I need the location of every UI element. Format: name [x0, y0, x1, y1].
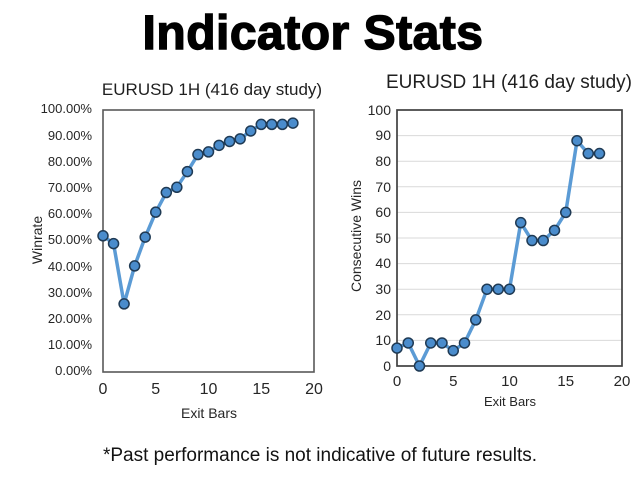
data-point-marker: [97, 230, 109, 242]
data-point-marker: [223, 135, 236, 148]
data-point-marker: [470, 314, 482, 326]
chart-title: EURUSD 1H (416 day study): [101, 80, 323, 99]
data-point-marker: [526, 234, 538, 247]
y-tick-label: 70: [375, 178, 391, 195]
y-tick-label: 20.00%: [47, 311, 92, 327]
x-tick-label: 5: [151, 381, 161, 398]
plot-border: [396, 109, 623, 367]
y-tick-label: 0.00%: [55, 363, 92, 379]
y-tick-label: 70.00%: [47, 180, 92, 196]
plot-area: [97, 109, 315, 373]
data-point-marker: [391, 342, 403, 354]
data-point-marker: [458, 337, 471, 349]
data-point-marker: [160, 186, 173, 199]
x-axis-title: Exit Bars: [180, 405, 237, 421]
data-point-marker: [503, 283, 516, 295]
y-tick-label: 40.00%: [47, 258, 92, 274]
data-point-marker: [413, 360, 426, 372]
x-tick-label: 20: [613, 373, 631, 390]
data-point-marker: [582, 147, 594, 160]
x-tick-label: 15: [557, 373, 575, 390]
y-tick-label: 90: [375, 127, 391, 144]
x-tick-label: 0: [98, 381, 108, 398]
x-axis-title: Exit Bars: [483, 394, 536, 409]
y-tick-label: 90.00%: [47, 127, 92, 143]
x-tick-label: 0: [392, 373, 402, 390]
data-point-marker: [287, 117, 299, 129]
data-point-marker: [447, 344, 459, 357]
data-point-marker: [515, 216, 527, 229]
y-tick-label: 50: [375, 229, 391, 246]
chart-title: EURUSD 1H (416 day study): [385, 72, 633, 93]
y-tick-label: 100: [367, 101, 391, 118]
data-point-marker: [548, 224, 561, 237]
x-tick-label: 20: [305, 381, 323, 398]
series-line: [395, 138, 602, 368]
data-point-marker: [171, 181, 183, 194]
data-point-marker: [213, 139, 225, 152]
y-tick-label: 10.00%: [47, 337, 92, 353]
y-tick-label: 80: [375, 153, 391, 170]
data-point-marker: [571, 134, 583, 147]
data-point-marker: [481, 283, 493, 295]
y-tick-label: 80.00%: [47, 153, 92, 169]
y-tick-label: 0: [383, 357, 391, 374]
x-tick-label: 15: [252, 381, 271, 398]
data-point-marker: [181, 165, 194, 178]
y-tick-label: 30: [375, 281, 391, 298]
data-point-marker: [202, 146, 215, 158]
data-point-marker: [537, 234, 549, 247]
data-point-marker: [128, 260, 141, 272]
data-point-marker: [436, 337, 448, 349]
data-point-marker: [139, 231, 151, 243]
data-point-marker: [425, 337, 437, 349]
plot-area: [391, 109, 623, 372]
data-point-marker: [560, 206, 572, 219]
y-tick-label: 60.00%: [47, 206, 92, 222]
data-point-marker: [118, 298, 130, 310]
y-tick-label: 20: [375, 306, 391, 323]
y-tick-label: 60: [375, 204, 391, 221]
page-title: Indicator Stats: [142, 7, 484, 60]
data-point-marker: [593, 147, 606, 160]
y-tick-label: 50.00%: [47, 232, 92, 248]
x-tick-label: 5: [449, 373, 458, 390]
x-tick-label: 10: [501, 373, 518, 390]
x-tick-label: 10: [199, 381, 218, 398]
y-tick-label: 30.00%: [47, 284, 92, 300]
data-point-marker: [150, 206, 162, 218]
data-point-marker: [402, 337, 414, 349]
data-point-marker: [244, 125, 257, 137]
y-tick-label: 100.00%: [40, 101, 92, 117]
data-point-marker: [492, 283, 504, 295]
data-point-marker: [192, 148, 204, 161]
y-tick-label: 10: [375, 332, 391, 349]
y-tick-label: 40: [375, 255, 391, 272]
disclaimer-text: *Past performance is not indicative of f…: [102, 445, 538, 466]
data-point-marker: [107, 237, 120, 250]
data-point-marker: [234, 133, 246, 145]
